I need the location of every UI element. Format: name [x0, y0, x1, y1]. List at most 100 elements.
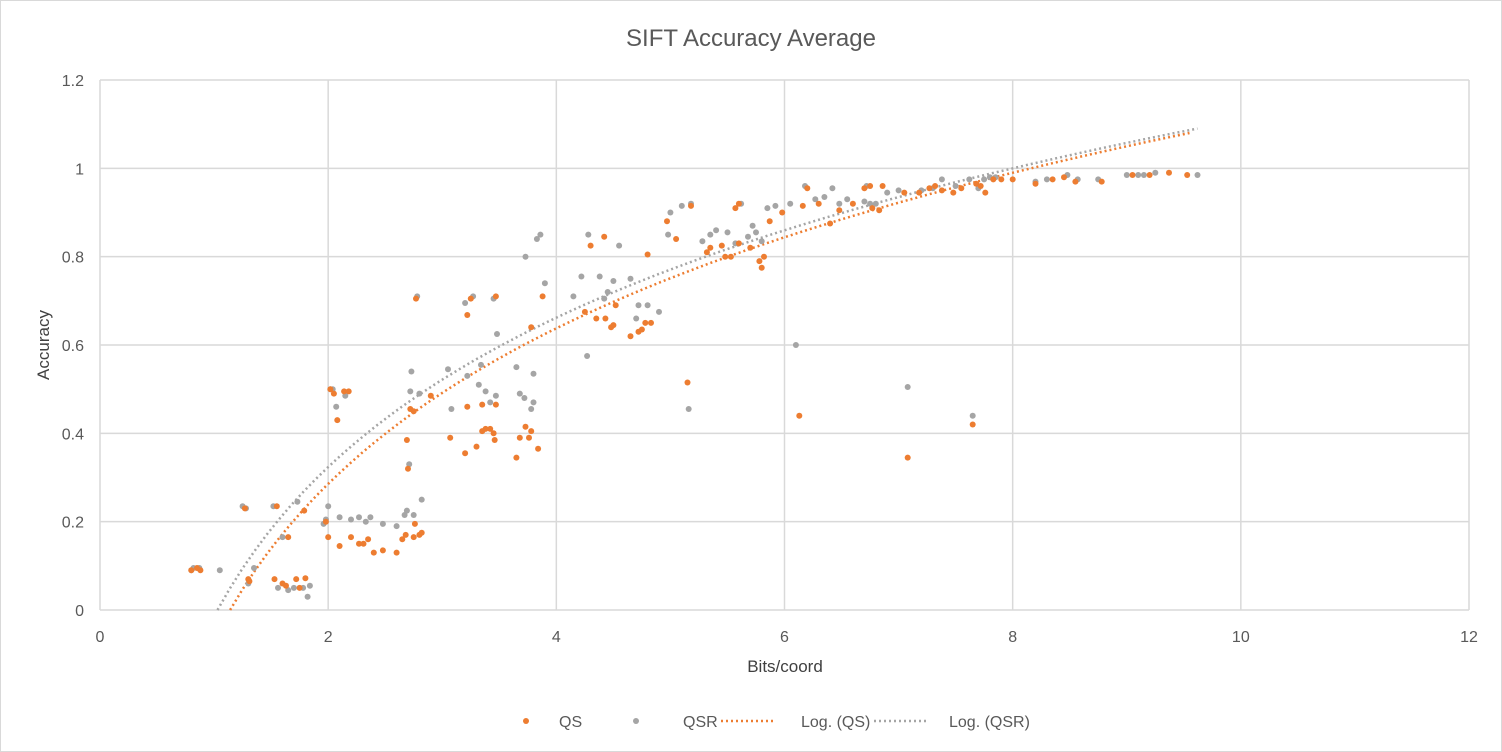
- point-qsr: [362, 518, 369, 525]
- point-qs: [1049, 176, 1056, 183]
- point-qsr: [678, 202, 685, 209]
- point-qsr: [601, 295, 608, 302]
- x-tick-label: 10: [1232, 629, 1250, 646]
- point-qs: [904, 454, 911, 461]
- point-qs: [410, 408, 417, 415]
- point-qs: [492, 293, 499, 300]
- point-qsr: [656, 308, 662, 315]
- legend-item: QSR: [633, 714, 718, 731]
- point-qs: [535, 445, 542, 452]
- point-qs: [932, 183, 939, 189]
- point-qs: [302, 575, 309, 582]
- point-qs: [779, 209, 786, 216]
- point-qs: [1098, 178, 1105, 185]
- point-qs: [861, 185, 868, 192]
- legend-marker: [523, 718, 529, 724]
- point-qs: [867, 183, 874, 189]
- point-qs: [982, 189, 989, 196]
- point-qsr: [895, 187, 902, 194]
- point-qs: [301, 507, 308, 514]
- point-qsr: [410, 512, 417, 518]
- point-qsr: [821, 194, 828, 200]
- point-qs: [998, 176, 1005, 183]
- point-qs: [273, 503, 280, 510]
- point-qs: [285, 534, 292, 541]
- point-qs: [973, 180, 980, 187]
- point-qsr: [1152, 169, 1159, 176]
- point-qsr: [861, 198, 868, 205]
- point-qsr: [356, 514, 362, 521]
- point-qs: [1032, 180, 1039, 187]
- point-qsr: [464, 372, 471, 379]
- point-qsr: [516, 390, 523, 397]
- point-qs: [1146, 172, 1153, 178]
- point-qsr: [448, 406, 455, 412]
- point-qsr: [753, 229, 759, 236]
- point-qs: [322, 518, 329, 525]
- point-qsr: [952, 183, 959, 189]
- point-qs: [241, 505, 248, 512]
- legend-marker: [633, 718, 639, 724]
- point-qs: [718, 242, 725, 249]
- point-qsr: [1140, 172, 1147, 178]
- point-qsr: [403, 507, 410, 514]
- point-qs: [644, 251, 651, 258]
- point-qs: [467, 295, 474, 302]
- x-tick-label: 4: [552, 629, 561, 646]
- point-qs: [869, 205, 876, 212]
- point-qs: [627, 333, 634, 340]
- point-qsr: [966, 176, 973, 183]
- point-qs: [684, 379, 691, 386]
- point-qsr: [884, 189, 891, 196]
- point-qsr: [513, 364, 520, 371]
- point-qsr: [416, 390, 423, 397]
- point-qs: [610, 322, 617, 329]
- point-qs: [593, 315, 600, 322]
- y-tick-label: 0.8: [62, 250, 84, 267]
- point-qs: [602, 315, 609, 322]
- point-qsr: [333, 403, 340, 410]
- y-tick-label: 1: [75, 161, 84, 178]
- point-qsr: [401, 512, 408, 518]
- point-qs: [411, 520, 418, 527]
- point-qs: [246, 578, 253, 585]
- data-points: [188, 169, 1201, 600]
- point-qsr: [758, 238, 765, 245]
- point-qs: [410, 534, 417, 541]
- point-qs: [528, 428, 535, 435]
- point-qsr: [969, 412, 976, 419]
- point-qsr: [487, 399, 494, 406]
- point-qs: [758, 264, 765, 271]
- point-qsr: [379, 520, 386, 527]
- point-qs: [688, 202, 694, 209]
- point-qs: [1009, 176, 1016, 183]
- x-tick-label: 0: [96, 629, 105, 646]
- legend-label: Log. (QSR): [949, 714, 1030, 731]
- point-qsr: [275, 584, 281, 591]
- point-qsr: [325, 503, 332, 510]
- legend-label: Log. (QS): [801, 714, 870, 731]
- y-tick-label: 0.4: [62, 426, 84, 443]
- point-qsr: [872, 200, 879, 207]
- point-qs: [427, 392, 434, 399]
- point-qs: [345, 388, 352, 395]
- tick-labels: 0 2 4 6 8 10 12 0 0.2 0.4 0.6 0.8 1 1.2: [62, 73, 1478, 646]
- point-qs: [405, 465, 411, 472]
- point-qsr: [475, 381, 482, 388]
- point-qsr: [764, 205, 771, 212]
- point-qs: [642, 319, 649, 326]
- point-qsr: [407, 388, 414, 395]
- point-qs: [761, 253, 767, 260]
- point-qs: [827, 220, 834, 227]
- point-qsr: [1043, 176, 1050, 183]
- point-qs: [413, 295, 419, 302]
- point-qsr: [707, 231, 714, 238]
- point-qs: [1184, 172, 1191, 178]
- point-qsr: [294, 498, 301, 505]
- point-qsr: [792, 342, 799, 348]
- point-qs: [492, 401, 499, 408]
- point-qsr: [713, 227, 720, 234]
- point-qsr: [665, 231, 672, 238]
- point-qs: [356, 540, 362, 547]
- point-qsr: [938, 176, 945, 183]
